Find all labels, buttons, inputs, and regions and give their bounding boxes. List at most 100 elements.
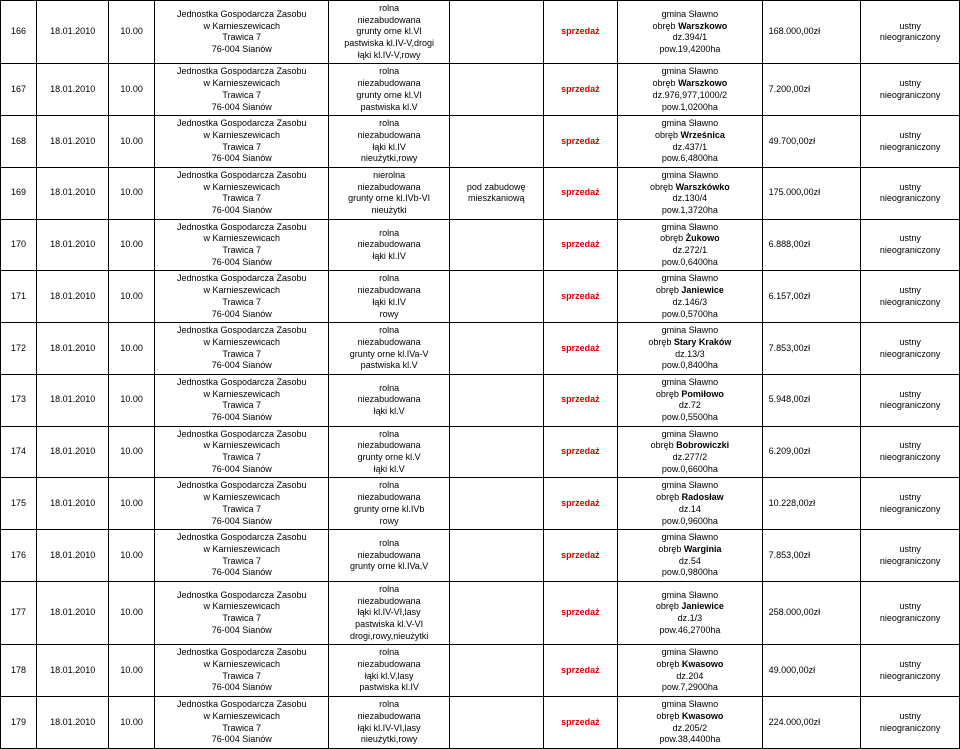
cell-price: 10.228,00zł: [762, 478, 861, 530]
cell-lp: 177: [1, 581, 37, 644]
cell-price: 175.000,00zł: [762, 167, 861, 219]
table-row: 17918.01.201010.00Jednostka Gospodarcza …: [1, 697, 960, 749]
cell-sprzedaz: sprzedaż: [543, 530, 618, 582]
cell-price: 168.000,00zł: [762, 1, 861, 64]
cell-date: 18.01.2010: [37, 426, 109, 478]
cell-ustny: ustnynieograniczony: [861, 374, 960, 426]
cell-time: 10.00: [109, 374, 155, 426]
cell-pod: [449, 478, 543, 530]
cell-lp: 172: [1, 323, 37, 375]
cell-time: 10.00: [109, 530, 155, 582]
cell-sprzedaz: sprzedaż: [543, 64, 618, 116]
table-row: 17018.01.201010.00Jednostka Gospodarcza …: [1, 219, 960, 271]
cell-unit: Jednostka Gospodarcza Zasobuw Karnieszew…: [155, 167, 329, 219]
table-row: 17118.01.201010.00Jednostka Gospodarcza …: [1, 271, 960, 323]
cell-obreb: gmina Sławnoobręb Kwasowodz.204pow.7,290…: [618, 645, 762, 697]
cell-obreb: gmina Sławnoobręb Pomiłowodz.72pow.0,550…: [618, 374, 762, 426]
cell-pod: [449, 1, 543, 64]
cell-sprzedaz: sprzedaż: [543, 581, 618, 644]
cell-time: 10.00: [109, 64, 155, 116]
table-row: 17618.01.201010.00Jednostka Gospodarcza …: [1, 530, 960, 582]
cell-unit: Jednostka Gospodarcza Zasobuw Karnieszew…: [155, 426, 329, 478]
cell-desc: rolnaniezabudowanałąki kl.V: [329, 374, 449, 426]
cell-lp: 168: [1, 116, 37, 168]
cell-date: 18.01.2010: [37, 581, 109, 644]
cell-unit: Jednostka Gospodarcza Zasobuw Karnieszew…: [155, 581, 329, 644]
cell-obreb: gmina Sławnoobręb Janiewicedz.1/3pow.46,…: [618, 581, 762, 644]
cell-pod: [449, 581, 543, 644]
cell-desc: rolnaniezabudowanałąki kl.V,lasypastwisk…: [329, 645, 449, 697]
cell-sprzedaz: sprzedaż: [543, 271, 618, 323]
cell-unit: Jednostka Gospodarcza Zasobuw Karnieszew…: [155, 219, 329, 271]
cell-price: 7.853,00zł: [762, 530, 861, 582]
cell-lp: 176: [1, 530, 37, 582]
cell-lp: 171: [1, 271, 37, 323]
cell-ustny: ustnynieograniczony: [861, 116, 960, 168]
cell-obreb: gmina Sławnoobręb Warginiadz.54pow.0,980…: [618, 530, 762, 582]
table-row: 17518.01.201010.00Jednostka Gospodarcza …: [1, 478, 960, 530]
cell-pod: [449, 426, 543, 478]
cell-unit: Jednostka Gospodarcza Zasobuw Karnieszew…: [155, 64, 329, 116]
cell-lp: 178: [1, 645, 37, 697]
cell-time: 10.00: [109, 426, 155, 478]
cell-desc: rolnaniezabudowanałąki kl.IV-VI,lasynieu…: [329, 697, 449, 749]
cell-ustny: ustnynieograniczony: [861, 645, 960, 697]
cell-pod: [449, 530, 543, 582]
cell-ustny: ustnynieograniczony: [861, 323, 960, 375]
cell-price: 6.209,00zł: [762, 426, 861, 478]
cell-lp: 173: [1, 374, 37, 426]
cell-ustny: ustnynieograniczony: [861, 697, 960, 749]
cell-lp: 174: [1, 426, 37, 478]
cell-time: 10.00: [109, 697, 155, 749]
cell-time: 10.00: [109, 1, 155, 64]
cell-obreb: gmina Sławnoobręb Warszkowodz.394/1pow.1…: [618, 1, 762, 64]
cell-unit: Jednostka Gospodarcza Zasobuw Karnieszew…: [155, 323, 329, 375]
cell-price: 6.888,00zł: [762, 219, 861, 271]
cell-obreb: gmina Sławnoobręb Radosławdz.14pow.0,960…: [618, 478, 762, 530]
cell-sprzedaz: sprzedaż: [543, 219, 618, 271]
cell-unit: Jednostka Gospodarcza Zasobuw Karnieszew…: [155, 478, 329, 530]
cell-obreb: gmina Sławnoobręb Wrześnicadz.437/1pow.6…: [618, 116, 762, 168]
cell-unit: Jednostka Gospodarcza Zasobuw Karnieszew…: [155, 374, 329, 426]
cell-pod: [449, 116, 543, 168]
cell-desc: rolnaniezabudowanałąki kl.IV: [329, 219, 449, 271]
cell-obreb: gmina Sławnoobręb Warszkówkodz.130/4pow.…: [618, 167, 762, 219]
cell-obreb: gmina Sławnoobręb Żukowodz.272/1pow.0,64…: [618, 219, 762, 271]
cell-ustny: ustnynieograniczony: [861, 426, 960, 478]
cell-date: 18.01.2010: [37, 323, 109, 375]
cell-ustny: ustnynieograniczony: [861, 478, 960, 530]
cell-time: 10.00: [109, 271, 155, 323]
cell-lp: 175: [1, 478, 37, 530]
cell-price: 49.700,00zł: [762, 116, 861, 168]
cell-desc: rolnaniezabudowanałąki kl.IVrowy: [329, 271, 449, 323]
table-row: 16918.01.201010.00Jednostka Gospodarcza …: [1, 167, 960, 219]
cell-date: 18.01.2010: [37, 116, 109, 168]
cell-ustny: ustnynieograniczony: [861, 167, 960, 219]
cell-lp: 179: [1, 697, 37, 749]
cell-desc: rolnaniezabudowanagrunty orne kl.IVbrowy: [329, 478, 449, 530]
table-row: 16818.01.201010.00Jednostka Gospodarcza …: [1, 116, 960, 168]
cell-date: 18.01.2010: [37, 374, 109, 426]
cell-desc: nierolnaniezabudowanagrunty orne kl.IVb-…: [329, 167, 449, 219]
cell-price: 49.000,00zł: [762, 645, 861, 697]
cell-ustny: ustnynieograniczony: [861, 64, 960, 116]
cell-price: 224.000,00zł: [762, 697, 861, 749]
cell-ustny: ustnynieograniczony: [861, 271, 960, 323]
cell-obreb: gmina Sławnoobręb Kwasowodz.205/2pow.38,…: [618, 697, 762, 749]
cell-pod: [449, 697, 543, 749]
cell-ustny: ustnynieograniczony: [861, 1, 960, 64]
cell-desc: rolnaniezabudowanagrunty orne kl.IVa-Vpa…: [329, 323, 449, 375]
cell-price: 5.948,00zł: [762, 374, 861, 426]
table-row: 17218.01.201010.00Jednostka Gospodarcza …: [1, 323, 960, 375]
cell-desc: rolnaniezabudowanałąki kl.IV-VI,lasypast…: [329, 581, 449, 644]
cell-pod: [449, 219, 543, 271]
cell-lp: 170: [1, 219, 37, 271]
cell-desc: rolnaniezabudowanagrunty orne kl.VIpastw…: [329, 1, 449, 64]
cell-obreb: gmina Sławnoobręb Janiewicedz.146/3pow.0…: [618, 271, 762, 323]
cell-pod: [449, 374, 543, 426]
cell-sprzedaz: sprzedaż: [543, 645, 618, 697]
cell-pod: pod zabudowęmieszkaniową: [449, 167, 543, 219]
table-row: 17718.01.201010.00Jednostka Gospodarcza …: [1, 581, 960, 644]
table-row: 17818.01.201010.00Jednostka Gospodarcza …: [1, 645, 960, 697]
cell-date: 18.01.2010: [37, 1, 109, 64]
